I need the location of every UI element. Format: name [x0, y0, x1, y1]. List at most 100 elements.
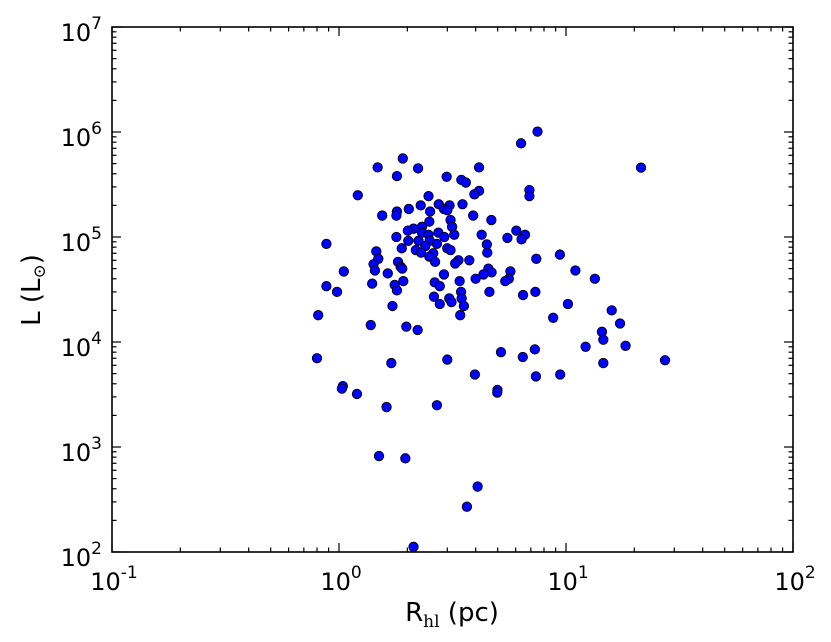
- data-point: [530, 286, 541, 298]
- data-point: [484, 286, 495, 298]
- data-point: [391, 170, 403, 182]
- data-point: [377, 210, 388, 221]
- x-tick-label: 102: [774, 563, 815, 596]
- data-point: [442, 205, 453, 216]
- data-point: [398, 275, 409, 287]
- data-point: [331, 286, 343, 298]
- data-point: [403, 235, 414, 246]
- data-point: [598, 334, 609, 345]
- data-point: [423, 190, 434, 202]
- data-point: [391, 285, 403, 296]
- data-point: [606, 305, 617, 316]
- data-point: [562, 298, 574, 310]
- data-point: [352, 190, 363, 201]
- data-point: [413, 235, 424, 246]
- data-point: [495, 347, 507, 358]
- x-tick-label: 100: [320, 563, 361, 596]
- data-point: [500, 275, 511, 287]
- data-point: [476, 229, 487, 240]
- y-tick-label: 107: [61, 14, 102, 47]
- data-point: [403, 203, 414, 215]
- tick-labels-layer: 10-1 100 101 102 102 103 104 105 106 107: [61, 14, 816, 596]
- data-point: [478, 269, 489, 280]
- data-point: [450, 258, 461, 269]
- data-point: [458, 300, 470, 312]
- data-point: [620, 340, 631, 351]
- data-point: [635, 162, 647, 173]
- data-point: [397, 263, 408, 274]
- data-point: [449, 229, 460, 240]
- data-point: [460, 177, 471, 188]
- data-point: [532, 126, 543, 137]
- data-point: [373, 450, 385, 462]
- data-point: [445, 244, 456, 256]
- data-point: [492, 387, 503, 398]
- data-point: [400, 453, 411, 464]
- data-point: [524, 190, 535, 202]
- data-point: [517, 351, 528, 363]
- data-point: [515, 138, 527, 149]
- data-point: [461, 501, 473, 512]
- data-point: [351, 388, 363, 400]
- data-point: [472, 481, 483, 492]
- data-point: [321, 281, 332, 292]
- data-point: [424, 216, 435, 227]
- data-point: [482, 247, 493, 258]
- data-point: [457, 199, 468, 210]
- data-point: [442, 354, 453, 365]
- data-point: [511, 225, 522, 236]
- data-point: [529, 344, 540, 355]
- data-point: [429, 256, 441, 267]
- data-point: [516, 234, 527, 245]
- data-point: [469, 189, 480, 200]
- y-tick-label: 104: [61, 329, 102, 362]
- data-point: [580, 341, 591, 352]
- data-point: [438, 269, 450, 280]
- data-point: [401, 321, 412, 332]
- data-point: [473, 162, 485, 173]
- data-point: [464, 255, 475, 266]
- data-point: [311, 353, 323, 364]
- ticks-layer: [111, 26, 794, 553]
- data-point: [486, 214, 497, 226]
- data-point: [415, 247, 427, 258]
- data-point: [531, 253, 542, 264]
- data-point: [441, 171, 452, 182]
- data-point: [468, 210, 479, 221]
- data-point: [517, 289, 529, 301]
- y-axis-label: L (L⊙): [17, 254, 50, 326]
- data-point: [415, 200, 426, 211]
- points-layer: [311, 126, 671, 552]
- y-tick-label: 103: [61, 434, 102, 467]
- data-point: [338, 266, 349, 277]
- data-point: [321, 238, 332, 250]
- data-point: [454, 275, 465, 287]
- data-point: [570, 265, 581, 276]
- data-point: [408, 541, 419, 552]
- data-point: [386, 357, 397, 369]
- plot-frame: [111, 26, 794, 553]
- data-point: [434, 298, 445, 310]
- data-point: [470, 273, 481, 284]
- data-point: [367, 278, 378, 289]
- y-tick-label: 106: [61, 119, 102, 152]
- data-point: [502, 232, 513, 244]
- x-axis-label: Rhl (pc): [405, 598, 499, 632]
- data-point: [614, 318, 626, 329]
- data-point: [365, 319, 376, 331]
- x-tick-label: 101: [547, 563, 588, 596]
- data-point: [372, 162, 383, 173]
- y-tick-label: 105: [61, 224, 102, 257]
- data-point: [659, 355, 671, 366]
- data-point: [469, 369, 481, 380]
- data-point: [402, 225, 413, 236]
- data-point: [381, 401, 392, 413]
- data-point: [387, 300, 398, 312]
- data-point: [412, 163, 424, 174]
- data-point: [412, 324, 423, 336]
- data-point: [382, 268, 393, 279]
- data-point: [428, 291, 440, 302]
- data-point: [391, 210, 402, 221]
- data-point: [598, 357, 609, 369]
